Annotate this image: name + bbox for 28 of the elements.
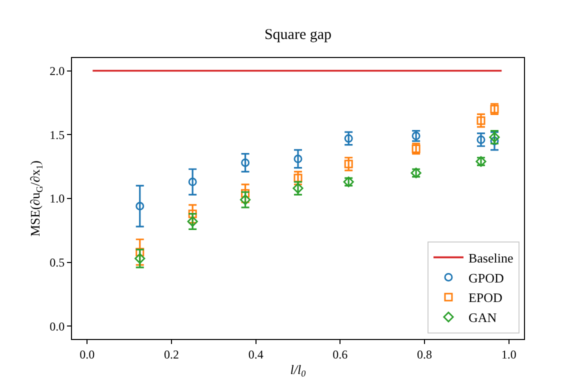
point [188, 178, 197, 186]
y-tick-label: 1.0 [50, 192, 65, 206]
point [490, 136, 499, 146]
legend-label: GPOD [468, 270, 504, 286]
point [134, 253, 146, 264]
point [240, 194, 251, 206]
point [241, 189, 250, 198]
point [294, 154, 302, 164]
chart-title: Square gap [264, 26, 332, 43]
y-tick-label: 0.5 [50, 256, 65, 270]
point [136, 248, 144, 256]
legend-label: EPOD [468, 290, 502, 306]
y-tick-label: 1.5 [50, 128, 65, 142]
y-tick-label: 2.0 [50, 64, 65, 78]
x-tick-label: 0.4 [248, 347, 264, 362]
point [188, 210, 197, 218]
point [187, 216, 198, 227]
point [241, 158, 250, 167]
y-tick-label: 0.0 [50, 319, 65, 334]
legend-label: GAN [468, 310, 498, 326]
x-tick-label: 1.0 [501, 347, 516, 362]
x-tick-label: 0.2 [164, 347, 180, 362]
x-tick-label: 0.8 [416, 347, 432, 362]
legend-label: Baseline [468, 250, 514, 266]
x-tick-label: 0.6 [332, 347, 348, 362]
x-tick-label: 0.0 [80, 347, 95, 362]
point [136, 202, 144, 210]
x-axis-title: l/l$_{0}$ [290, 362, 306, 379]
